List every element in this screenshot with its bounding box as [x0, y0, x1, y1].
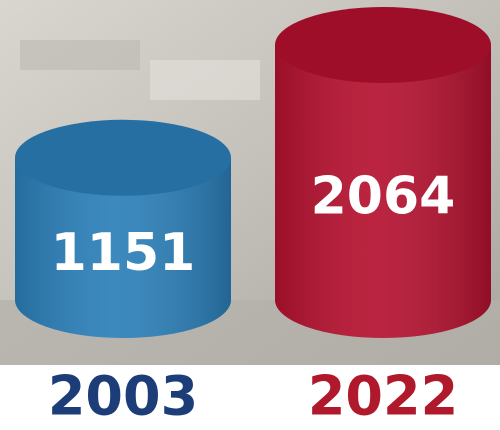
value-label: 2064 — [311, 167, 456, 227]
cylinder — [15, 119, 231, 338]
background-blur — [150, 60, 260, 100]
cylinder-shade — [275, 45, 491, 338]
cylinder-top — [15, 119, 231, 196]
category-label: 2003 — [48, 365, 198, 428]
value-label: 1151 — [51, 223, 196, 283]
footer-strip — [0, 365, 500, 430]
cylinder — [275, 7, 491, 338]
cylinder-top-shade — [15, 119, 231, 196]
cylinder-shade — [15, 157, 231, 338]
background-blur — [20, 40, 140, 70]
cylinder-top — [275, 7, 491, 83]
category-label: 2022 — [308, 365, 458, 428]
cylinder-top-shade — [275, 7, 491, 83]
